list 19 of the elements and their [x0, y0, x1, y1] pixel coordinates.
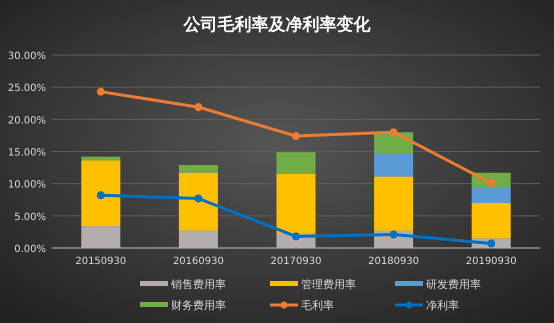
legend-label: 管理费用率	[301, 278, 356, 291]
legend-label: 财务费用率	[171, 299, 226, 312]
y-tick-label: 10.00%	[8, 180, 46, 191]
y-tick-label: 30.00%	[8, 51, 46, 62]
x-tick-label: 20180930	[368, 256, 420, 267]
legend-label: 研发费用率	[426, 278, 481, 291]
legend-label: 销售费用率	[170, 278, 226, 291]
legend-label: 毛利率	[301, 299, 334, 312]
x-tick-label: 20170930	[270, 256, 322, 267]
chart-title: 公司毛利率及净利率变化	[182, 15, 372, 35]
x-tick-label: 20150930	[75, 256, 126, 267]
legend-label: 净利率	[426, 299, 459, 312]
x-tick-label: 20190930	[466, 256, 517, 267]
y-tick-label: 15.00%	[8, 148, 46, 158]
y-tick-label: 5.00%	[14, 212, 46, 223]
y-tick-label: 0.00%	[14, 244, 46, 255]
y-tick-label: 25.00%	[8, 83, 46, 94]
x-tick-label: 20160930	[172, 256, 224, 267]
y-tick-label: 20.00%	[8, 115, 46, 126]
